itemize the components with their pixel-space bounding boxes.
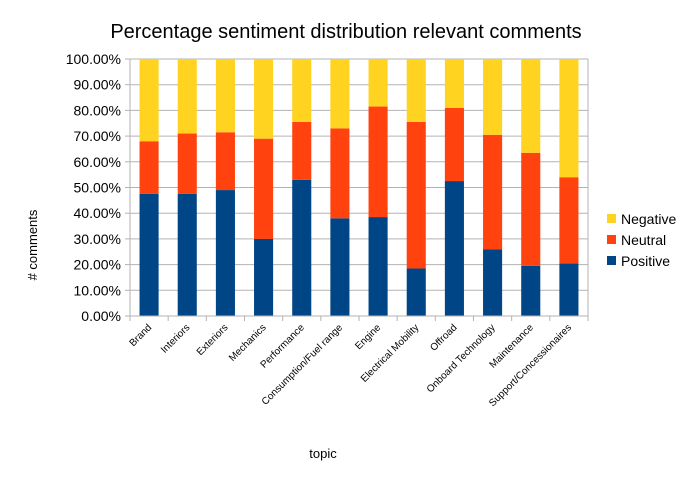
y-tick-label: 70.00% [74,128,121,144]
axes [125,58,589,321]
bar-negative [292,59,312,122]
legend-label-neutral: Neutral [621,232,666,248]
x-tick-label: Brand [128,322,155,349]
bar-negative [368,59,388,107]
y-tick-label: 10.00% [74,282,121,298]
bar-positive [215,190,235,316]
y-tick-label: 30.00% [74,231,121,247]
bar-positive [521,265,541,316]
bar-negative [406,59,426,122]
x-tick-label: Exteriors [195,322,231,358]
bar-negative [254,59,274,139]
legend-swatch-negative [607,214,616,223]
legend: Negative Neutral Positive [607,211,676,269]
bar-positive [368,217,388,316]
bar-neutral [177,133,197,194]
bar-neutral [292,121,312,180]
y-tick-labels: 0.00% 10.00% 20.00% 30.00% 40.00% 50.00% 60.00… [66,51,121,324]
x-tick-label: Interiors [159,322,192,355]
y-tick-label: 100.00% [66,51,121,67]
y-tick-label: 20.00% [74,257,121,273]
x-tick-label: Offroad [428,322,459,353]
bar-neutral [254,138,274,239]
chart-title: Percentage sentiment distribution releva… [110,21,581,43]
legend-label-negative: Negative [621,211,676,227]
bars [139,59,579,316]
bar-neutral [215,132,235,191]
x-axis-label: topic [309,446,337,461]
y-tick-label: 90.00% [74,77,121,93]
bar-positive [406,268,426,316]
bar-neutral [368,106,388,218]
bar-positive [139,193,159,316]
bar-neutral [330,128,350,219]
bar-positive [444,181,464,316]
y-tick-label: 60.00% [74,154,121,170]
y-tick-label: 50.00% [74,180,121,196]
y-axis-label: # comments [25,209,40,280]
bar-negative [215,59,235,133]
bar-negative [483,59,503,135]
x-tick-label: Engine [353,322,383,352]
bar-negative [521,59,541,153]
x-tick-label: Onboard Technology [425,322,498,395]
bar-neutral [559,177,579,264]
legend-swatch-neutral [607,235,616,244]
bar-positive [254,238,274,316]
bar-neutral [139,141,159,194]
legend-label-positive: Positive [621,253,670,269]
legend-swatch-positive [607,256,616,265]
x-tick-label: Consumption/Fuel range [260,322,346,408]
bar-positive [330,218,350,316]
bar-negative [559,59,579,178]
bar-positive [483,249,503,316]
bar-neutral [444,107,464,182]
bar-neutral [406,121,426,269]
bar-negative [330,59,350,129]
x-tick-label: Support/Concessionaires [487,322,574,409]
y-tick-label: 80.00% [74,102,121,118]
bar-neutral [521,152,541,266]
bar-positive [559,263,579,316]
bar-negative [177,59,197,134]
bar-positive [177,193,197,316]
bar-negative [139,59,159,142]
gridlines [130,58,588,317]
bar-neutral [483,134,503,250]
y-tick-label: 40.00% [74,205,121,221]
x-tick-labels: Brand Interiors ExteriorsMechanicsPerforma… [128,322,574,409]
bar-negative [444,59,464,108]
y-tick-label: 0.00% [81,308,121,324]
bar-positive [292,179,312,316]
